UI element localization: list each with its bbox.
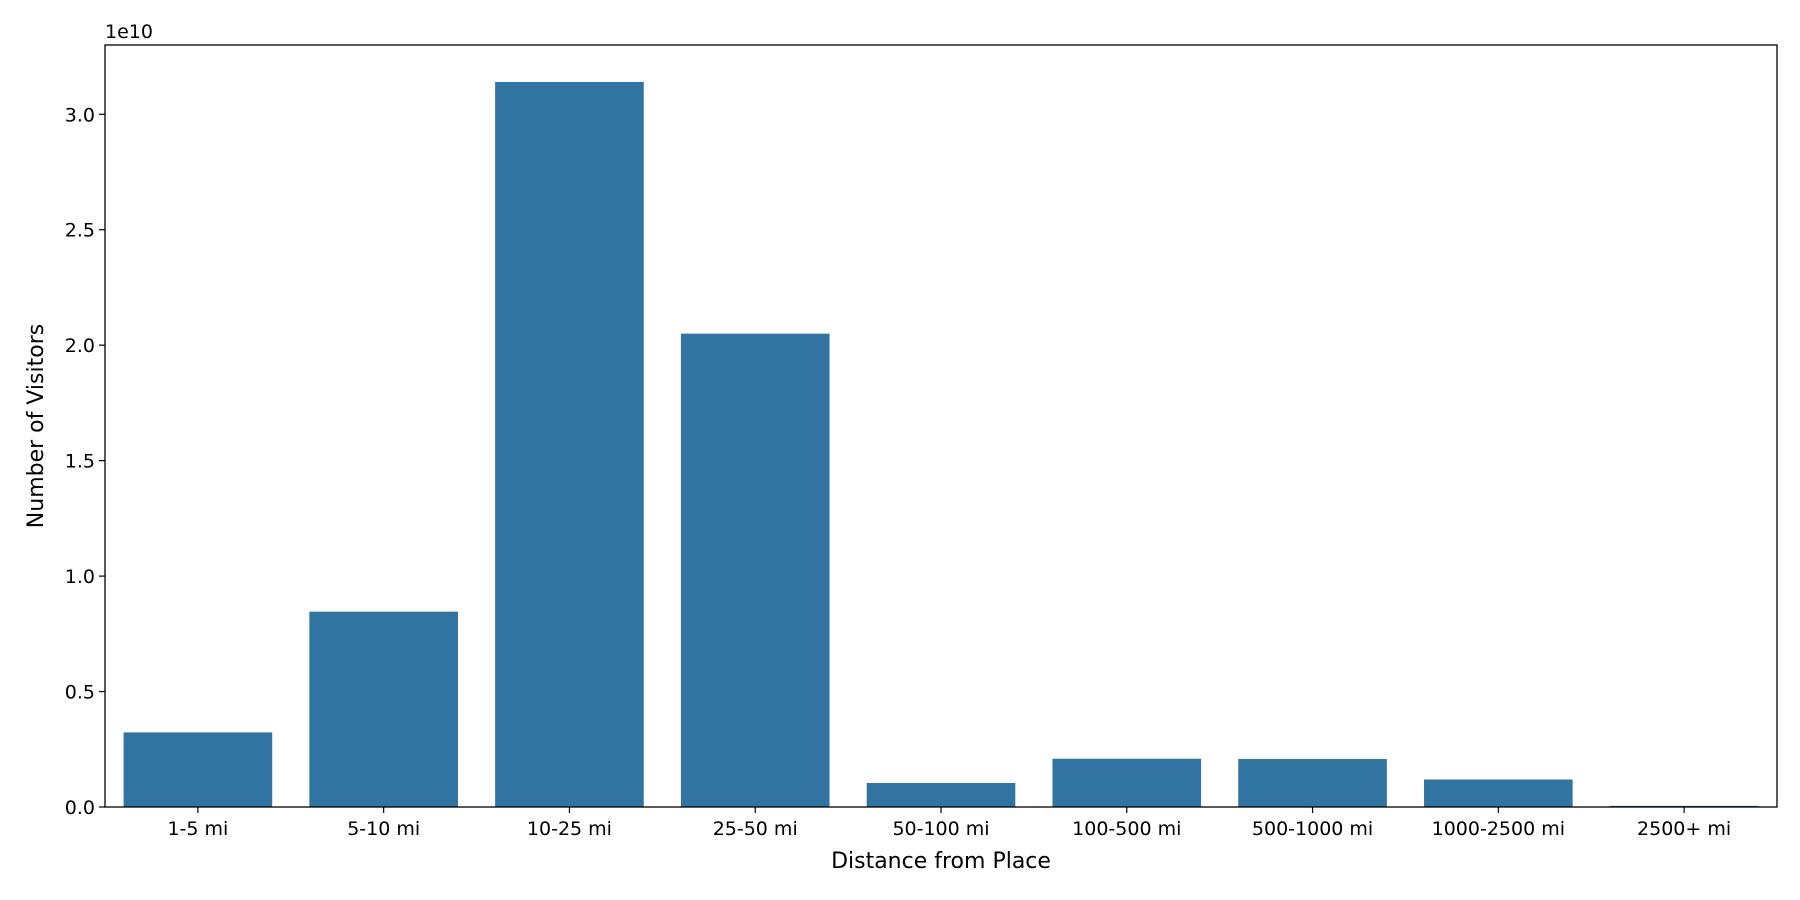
bar-25-50-mi (680, 333, 830, 807)
y-tick-label: 0.5 (65, 682, 95, 704)
y-axis-label: Number of Visitors (24, 324, 49, 528)
x-axis: 1-5 mi 5-10 mi 10-25 mi 25-50 mi 50-100 mi 10… (167, 807, 1731, 840)
bar-500-1000-mi (1238, 758, 1387, 807)
x-tick-label: 1-5 mi (167, 818, 228, 840)
bar-1-5-mi (123, 732, 273, 807)
x-tick-label: 500-1000 mi (1252, 818, 1373, 840)
y-tick-label: 3.0 (65, 104, 95, 126)
bar-50-100-mi (866, 782, 1016, 807)
bar-100-500-mi (1052, 758, 1202, 807)
x-tick-label: 5-10 mi (347, 818, 420, 840)
x-tick-label: 2500+ mi (1637, 818, 1731, 840)
y-tick-label: 1.0 (65, 566, 95, 588)
y-tick-label: 2.0 (65, 335, 95, 357)
x-axis-label: Distance from Place (831, 849, 1051, 874)
x-tick-label: 1000-2500 mi (1432, 818, 1565, 840)
y-axis: 0.0 0.5 1.0 1.5 2.0 2.5 3.0 (65, 104, 105, 819)
x-tick-label: 100-500 mi (1072, 818, 1181, 840)
bars (123, 81, 1759, 808)
bar-10-25-mi (495, 81, 644, 808)
bar-1000-2500-mi (1424, 779, 1573, 807)
offset-text: 1e10 (105, 21, 153, 43)
y-tick-label: 2.5 (65, 220, 95, 242)
bar-5-10-mi (309, 611, 458, 807)
x-tick-label: 25-50 mi (713, 818, 798, 840)
x-tick-label: 50-100 mi (892, 818, 989, 840)
x-tick-label: 10-25 mi (527, 818, 612, 840)
y-tick-label: 0.0 (65, 797, 95, 819)
y-tick-label: 1.5 (65, 451, 95, 473)
